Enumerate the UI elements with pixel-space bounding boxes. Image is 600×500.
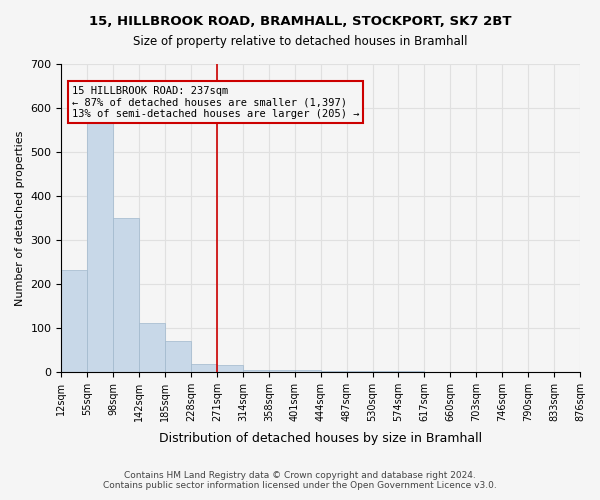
Text: Contains HM Land Registry data © Crown copyright and database right 2024.
Contai: Contains HM Land Registry data © Crown c… [103, 470, 497, 490]
Bar [61, 270, 88, 372]
Bar [243, 370, 269, 372]
Text: 15, HILLBROOK ROAD, BRAMHALL, STOCKPORT, SK7 2BT: 15, HILLBROOK ROAD, BRAMHALL, STOCKPORT,… [89, 15, 511, 28]
Bar [191, 364, 217, 372]
Bar [113, 218, 139, 372]
Bar [295, 370, 321, 372]
Text: 15 HILLBROOK ROAD: 237sqm
← 87% of detached houses are smaller (1,397)
13% of se: 15 HILLBROOK ROAD: 237sqm ← 87% of detac… [72, 86, 359, 118]
Bar [347, 371, 373, 372]
X-axis label: Distribution of detached houses by size in Bramhall: Distribution of detached houses by size … [159, 432, 482, 445]
Y-axis label: Number of detached properties: Number of detached properties [15, 130, 25, 306]
Bar [165, 341, 191, 372]
Bar [321, 371, 347, 372]
Bar [269, 370, 295, 372]
Bar [139, 324, 165, 372]
Text: Size of property relative to detached houses in Bramhall: Size of property relative to detached ho… [133, 35, 467, 48]
Bar [88, 120, 113, 372]
Bar [217, 365, 243, 372]
